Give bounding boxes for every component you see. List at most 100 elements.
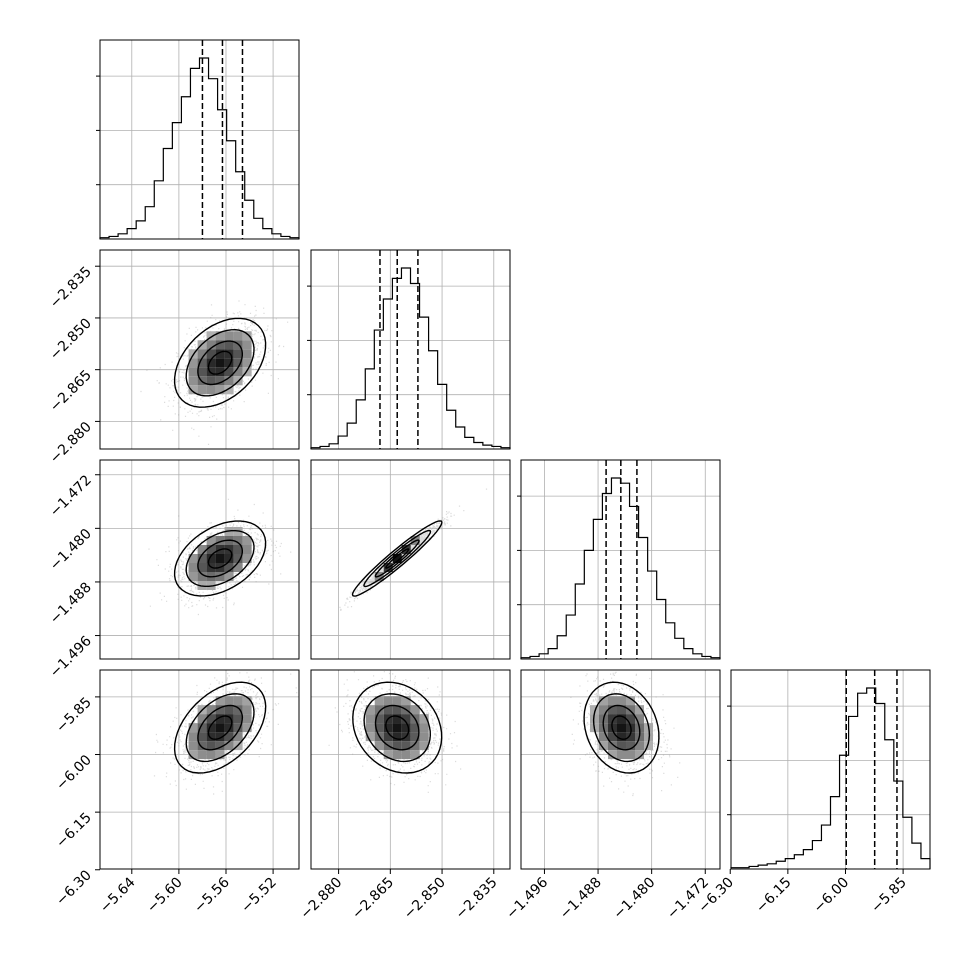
contour-line bbox=[611, 715, 632, 740]
density-cell bbox=[233, 331, 243, 341]
density-cell bbox=[233, 723, 243, 733]
density-cell bbox=[206, 385, 216, 395]
panel-frame bbox=[99, 39, 300, 240]
y-tick-label: −2.880 bbox=[47, 419, 95, 467]
density-cell bbox=[197, 358, 207, 368]
density-cell bbox=[197, 750, 207, 760]
density-cell bbox=[419, 732, 429, 742]
density-cell bbox=[392, 750, 402, 760]
scatter-samples bbox=[153, 671, 298, 795]
density-cell bbox=[224, 340, 234, 350]
density-cell bbox=[215, 358, 225, 368]
density-cell bbox=[224, 358, 234, 368]
density-cell bbox=[410, 723, 420, 733]
density-cell bbox=[608, 741, 618, 751]
density-cell bbox=[401, 696, 411, 706]
density-cell bbox=[224, 331, 234, 341]
density-cell bbox=[617, 723, 627, 733]
density-cell bbox=[383, 696, 393, 706]
x-tick-label: −6.00 bbox=[811, 875, 853, 917]
density-cell bbox=[188, 385, 198, 395]
panel-frame bbox=[310, 669, 511, 870]
density-cell bbox=[365, 732, 375, 742]
density-cell bbox=[626, 714, 636, 724]
contour-line bbox=[197, 704, 244, 751]
density-cell bbox=[383, 750, 393, 760]
density-cell bbox=[410, 741, 420, 751]
panel-frame bbox=[99, 459, 300, 660]
density-cell bbox=[206, 705, 216, 715]
density-cell bbox=[599, 705, 609, 715]
density-cell bbox=[224, 553, 234, 563]
density-cell bbox=[644, 732, 654, 742]
density-cell bbox=[599, 741, 609, 751]
density-cell bbox=[233, 732, 243, 742]
density-cell bbox=[233, 705, 243, 715]
density-cell bbox=[224, 367, 234, 377]
x-tick-label: −1.480 bbox=[611, 875, 659, 923]
density-cell bbox=[224, 696, 234, 706]
panel-2-0: −1.496 −1.488 −1.480 −1.472 bbox=[47, 459, 300, 681]
density-cell bbox=[206, 714, 216, 724]
y-tick-label: −2.850 bbox=[47, 315, 95, 363]
density-cell bbox=[608, 696, 618, 706]
density-cell bbox=[233, 349, 243, 359]
density-cell bbox=[608, 750, 618, 760]
contour-line bbox=[173, 520, 267, 597]
density-cell bbox=[626, 741, 636, 751]
density-cell bbox=[392, 553, 402, 563]
density-cell bbox=[635, 741, 645, 751]
density-cell bbox=[617, 705, 627, 715]
density-cell bbox=[242, 714, 252, 724]
density-cell bbox=[206, 535, 216, 545]
y-tick-label: −1.480 bbox=[47, 526, 95, 574]
contour-line bbox=[173, 681, 267, 774]
contour-line bbox=[602, 704, 641, 751]
x-tick-label: −5.64 bbox=[97, 874, 139, 916]
contour-line bbox=[385, 715, 410, 740]
panel-frame bbox=[99, 249, 300, 450]
y-tick-label: −5.85 bbox=[53, 694, 95, 736]
density-cell bbox=[197, 553, 207, 563]
density-cell bbox=[242, 331, 252, 341]
contour-line bbox=[583, 681, 660, 774]
density-cell bbox=[383, 705, 393, 715]
panel-frame bbox=[520, 459, 721, 660]
density-cell bbox=[215, 340, 225, 350]
density-cell bbox=[206, 331, 216, 341]
density-cell bbox=[410, 705, 420, 715]
density-cell bbox=[188, 571, 198, 581]
contour-line bbox=[363, 529, 432, 588]
density-cell bbox=[392, 723, 402, 733]
contour-line bbox=[185, 328, 255, 397]
contour-line bbox=[207, 715, 233, 740]
density-cell bbox=[215, 696, 225, 706]
panel-1-1 bbox=[307, 249, 511, 450]
contour-line bbox=[352, 681, 443, 774]
contour-line bbox=[207, 548, 233, 569]
density-cell bbox=[188, 367, 198, 377]
density-cell bbox=[626, 732, 636, 742]
contour-line bbox=[197, 539, 243, 578]
density-cell bbox=[197, 723, 207, 733]
x-tick-label: −2.880 bbox=[297, 875, 345, 923]
density-cell bbox=[215, 376, 225, 386]
contour-line bbox=[173, 317, 267, 408]
density-cell bbox=[233, 544, 243, 554]
density-cell bbox=[374, 723, 384, 733]
y-tick-label: −1.488 bbox=[47, 579, 95, 627]
panel-0-0 bbox=[96, 39, 300, 240]
density-cell bbox=[206, 367, 216, 377]
density-cell bbox=[410, 750, 420, 760]
density-cell bbox=[626, 705, 636, 715]
density-cell bbox=[617, 750, 627, 760]
density-cell bbox=[233, 714, 243, 724]
density-cell bbox=[590, 705, 600, 715]
density-cell bbox=[374, 696, 384, 706]
histogram-1 bbox=[310, 267, 511, 449]
density-cell bbox=[617, 714, 627, 724]
density-cell bbox=[374, 705, 384, 715]
density-cell bbox=[215, 349, 225, 359]
density-cell bbox=[224, 571, 234, 581]
density-cell bbox=[242, 349, 252, 359]
